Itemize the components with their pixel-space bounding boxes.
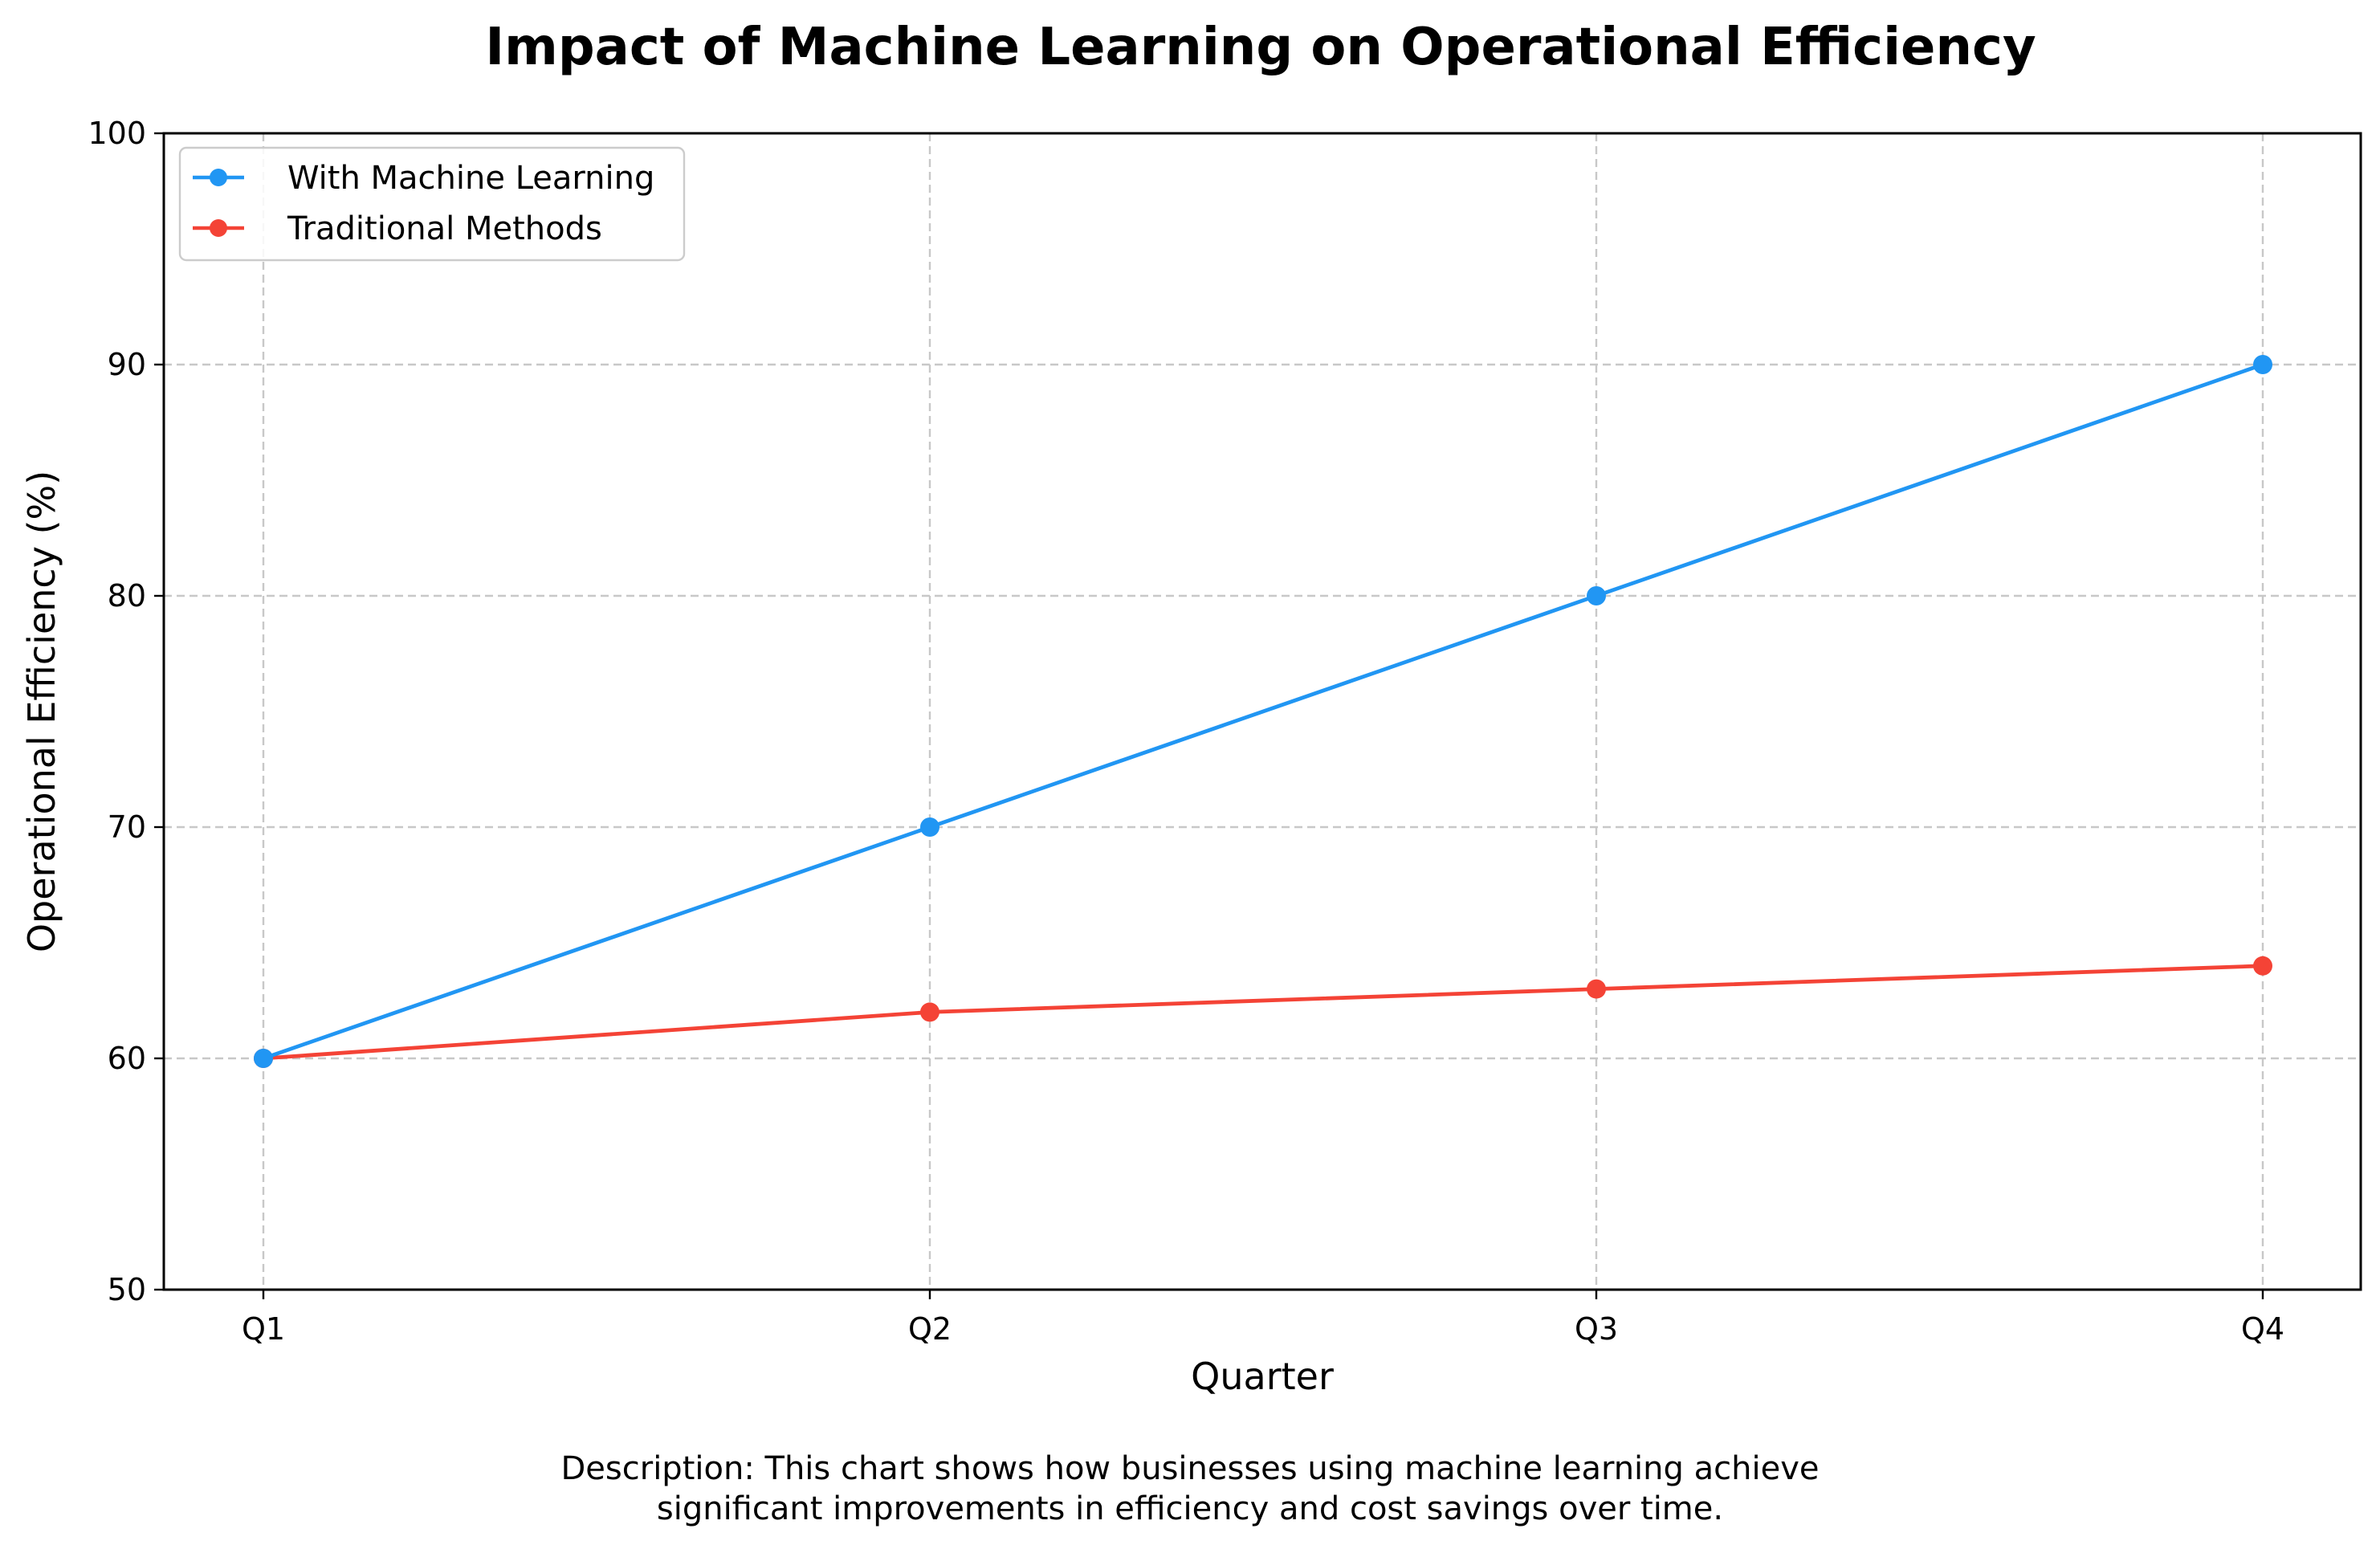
y-tick-label: 90	[108, 347, 146, 382]
data-point-ml	[920, 817, 939, 837]
y-tick-label: 80	[108, 578, 146, 614]
description-line-1: Description: This chart shows how busine…	[561, 1450, 1820, 1487]
x-tick-label: Q4	[2241, 1311, 2284, 1347]
data-point-traditional	[2253, 956, 2272, 976]
chart-title: Impact of Machine Learning on Operationa…	[485, 18, 2036, 77]
y-axis-label: Operational Efficiency (%)	[20, 471, 63, 952]
data-point-ml	[254, 1049, 273, 1068]
data-point-ml	[1587, 586, 1606, 605]
legend-entry-ml: With Machine Learning	[193, 160, 654, 197]
legend-marker-traditional	[210, 219, 227, 237]
data-point-traditional	[920, 1002, 939, 1022]
y-tick-label: 70	[108, 809, 146, 845]
data-point-ml	[2253, 355, 2272, 374]
x-axis-ticks: Q1 Q2 Q3 Q4	[242, 1290, 2284, 1347]
plot-area-frame	[162, 132, 2362, 1291]
chart-description: Description: This chart shows how busine…	[561, 1450, 1820, 1527]
legend-label-traditional: Traditional Methods	[287, 210, 602, 247]
y-tick-label: 50	[108, 1272, 146, 1307]
legend-frame	[178, 146, 686, 262]
x-tick-label: Q2	[908, 1311, 952, 1347]
series-line-traditional	[261, 964, 2265, 1061]
data-point-traditional	[1587, 979, 1606, 999]
legend-entry-traditional: Traditional Methods	[193, 210, 602, 247]
grid	[164, 133, 2361, 1290]
legend-label-ml: With Machine Learning	[287, 160, 654, 197]
x-tick-label: Q1	[242, 1311, 285, 1347]
legend: With Machine Learning Traditional Method…	[178, 146, 686, 262]
y-tick-label: 100	[88, 116, 146, 151]
series-group	[254, 355, 2272, 1068]
x-axis-label: Quarter	[1191, 1355, 1334, 1398]
y-axis-ticks: 50 60 70 80 90 100	[88, 116, 164, 1307]
legend-marker-ml	[210, 169, 227, 186]
y-tick-label: 60	[108, 1041, 146, 1076]
series-line-ml	[261, 362, 2265, 1061]
x-tick-label: Q3	[1575, 1311, 1618, 1347]
description-line-2: significant improvements in efficiency a…	[657, 1490, 1723, 1527]
